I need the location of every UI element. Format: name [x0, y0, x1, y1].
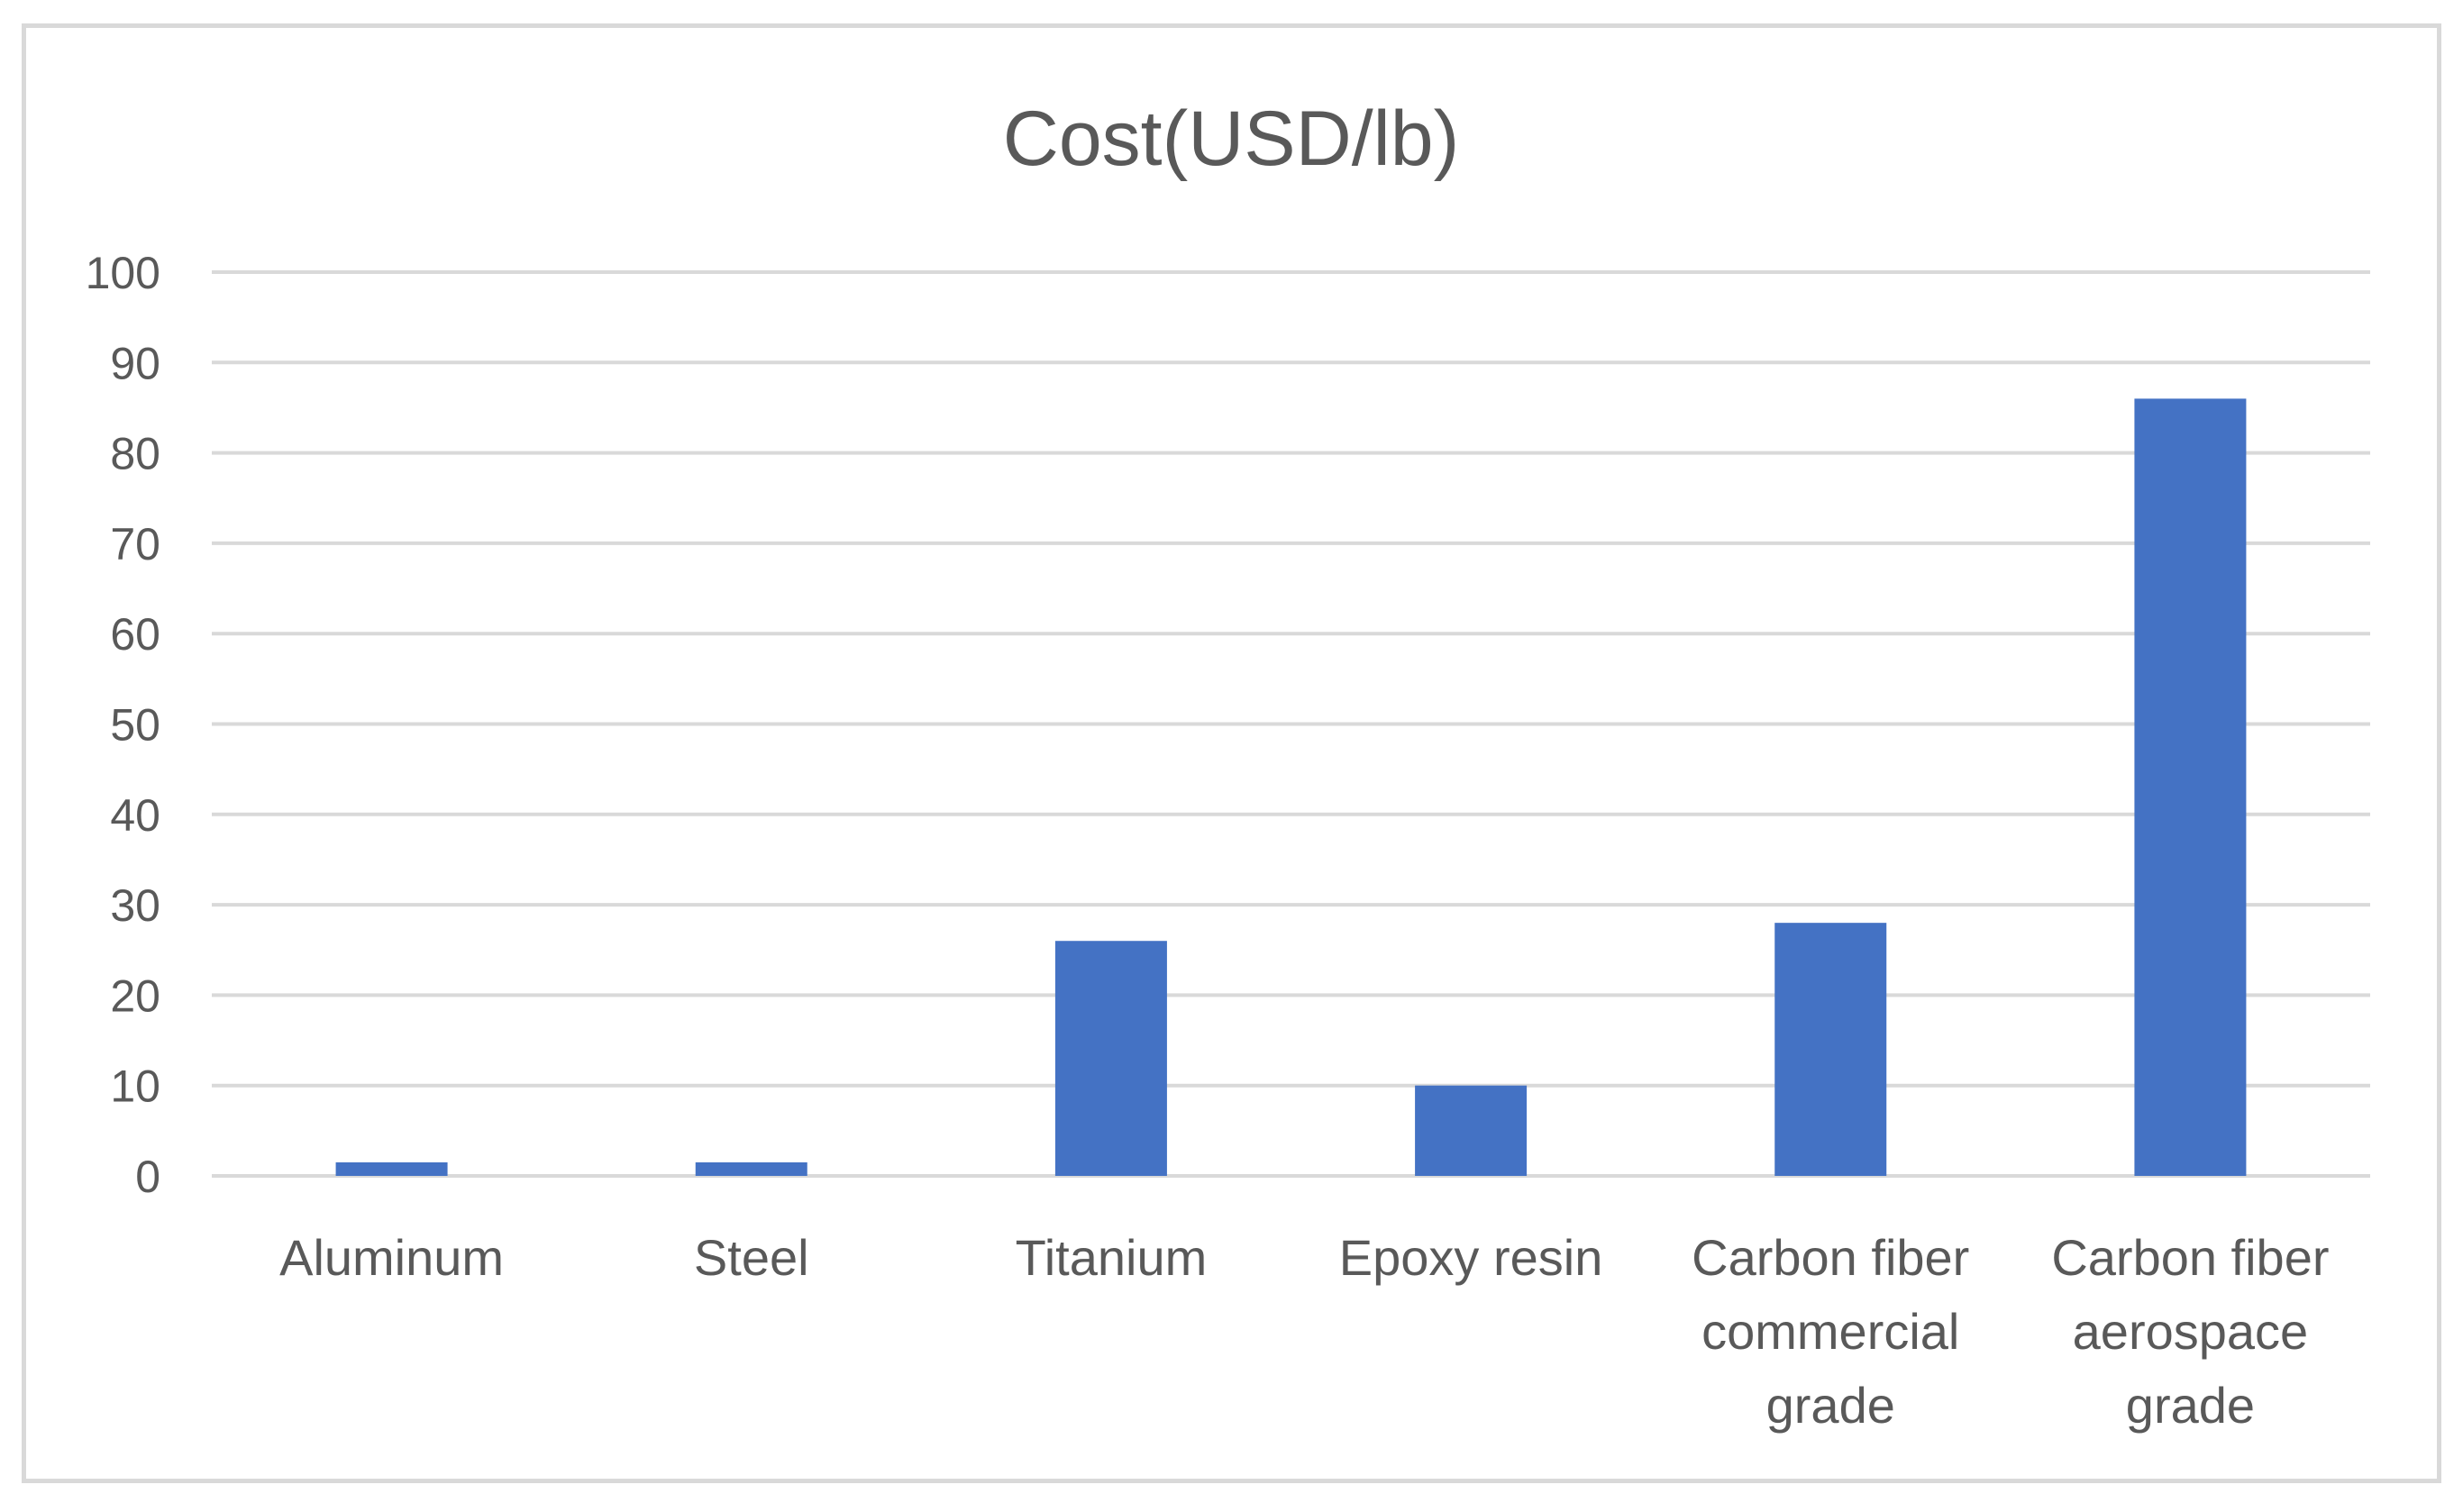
gridlines: [212, 270, 2370, 1178]
chart-title: Cost(USD/lb): [1003, 96, 1460, 182]
y-tick-label: 80: [110, 429, 160, 479]
bars: [335, 398, 2247, 1176]
bar: [1415, 1085, 1528, 1176]
x-category-label: Aluminum: [279, 1229, 504, 1286]
y-tick-label: 10: [110, 1061, 160, 1112]
bar: [1774, 923, 1887, 1176]
x-category-label: Carbon fiber aerospace grade: [2051, 1229, 2329, 1434]
y-tick-label: 50: [110, 700, 160, 751]
y-tick-label: 60: [110, 609, 160, 660]
y-tick-label: 90: [110, 338, 160, 388]
y-tick-label: 40: [110, 790, 160, 841]
bar: [1054, 941, 1167, 1176]
x-category-label: Titanium: [1016, 1229, 1208, 1286]
y-tick-label: 100: [86, 248, 160, 298]
x-category-label: Steel: [694, 1229, 809, 1286]
y-tick-label: 20: [110, 970, 160, 1021]
y-axis-ticks: 0 10 20 30 40 50 60 70 80 90 100: [86, 248, 160, 1202]
y-tick-label: 70: [110, 519, 160, 569]
x-axis-labels: Aluminum Steel Titanium Epoxy resin Carbon f…: [279, 1229, 2329, 1434]
bar: [335, 1161, 448, 1176]
bar: [695, 1161, 807, 1176]
x-category-label: Epoxy resin: [1339, 1229, 1603, 1286]
x-category-label: Carbon fiber commercial grade: [1692, 1229, 1969, 1434]
y-tick-label: 30: [110, 880, 160, 931]
bar: [2134, 398, 2247, 1176]
y-tick-label: 0: [135, 1152, 160, 1202]
chart-frame: [22, 23, 2441, 1483]
